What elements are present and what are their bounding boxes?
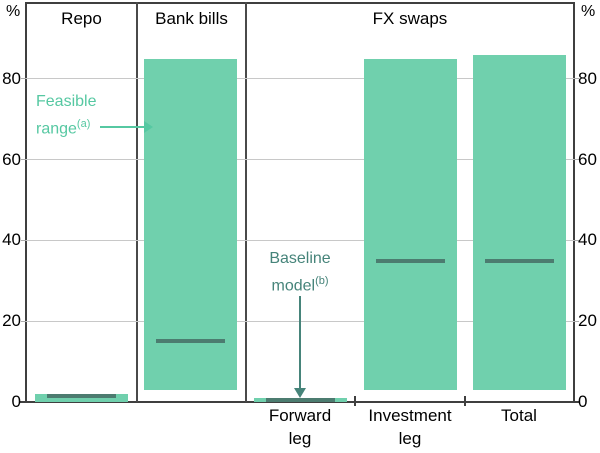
x-category-line1: Total bbox=[501, 406, 537, 425]
feasible-range-bar-forward-leg bbox=[253, 397, 347, 402]
feasible-range-bar-total bbox=[473, 54, 566, 390]
x-category-line2: leg bbox=[398, 429, 422, 448]
footnote-marker-b: (b) bbox=[315, 275, 329, 287]
y-axis-outer-tick bbox=[574, 239, 579, 241]
y-tick-label-right: 40 bbox=[578, 230, 597, 250]
y-tick-label-right: 20 bbox=[578, 311, 597, 331]
y-tick-label-left: 80 bbox=[2, 68, 21, 88]
annotation-line1: Feasible bbox=[36, 93, 97, 110]
y-axis-line-left bbox=[25, 2, 27, 403]
x-axis-tick bbox=[464, 396, 466, 406]
annotation-line1: Baseline bbox=[269, 250, 331, 267]
y-tick-label-right: 80 bbox=[578, 68, 597, 88]
y-axis-line-right bbox=[573, 2, 575, 403]
baseline-model-dash bbox=[155, 339, 225, 344]
panel-header-repo: Repo bbox=[61, 9, 102, 28]
y-tick-label-left: 20 bbox=[2, 311, 21, 331]
panel-divider bbox=[245, 2, 247, 402]
y-axis-outer-tick bbox=[574, 159, 579, 161]
y-tick-label-right: 0 bbox=[578, 392, 588, 411]
y-axis-outer-tick bbox=[21, 78, 26, 80]
y-tick-label-left: 60 bbox=[2, 149, 21, 169]
baseline-model-dash bbox=[47, 393, 116, 398]
gridline bbox=[26, 159, 574, 161]
x-category-line1: Forward bbox=[268, 406, 332, 425]
feasible-range-arrow-line bbox=[100, 126, 144, 128]
panel-header-fx-swaps: FX swaps bbox=[372, 9, 448, 28]
y-axis-unit-left: % bbox=[6, 3, 21, 20]
x-category-label-investment-leg: Investment leg bbox=[350, 404, 470, 450]
gridline bbox=[26, 239, 574, 241]
y-axis-outer-tick bbox=[574, 78, 579, 80]
feasible-range-bar-investment-leg bbox=[363, 58, 457, 390]
baseline-model-dash bbox=[485, 258, 554, 263]
annotation-line2: range(a) bbox=[36, 118, 91, 138]
y-tick-label-right: 60 bbox=[578, 149, 597, 169]
plot-frame-top bbox=[26, 2, 574, 4]
x-category-label-forward-leg: Forward leg bbox=[240, 404, 360, 450]
x-category-line2: leg bbox=[288, 429, 312, 448]
y-axis-unit-right: % bbox=[581, 3, 596, 20]
feasible-range-bar-repo bbox=[35, 393, 128, 402]
x-axis-line bbox=[20, 401, 580, 403]
annotation-line2: model(b) bbox=[271, 275, 329, 295]
gridline bbox=[26, 78, 574, 80]
panel-header-bank-bills: Bank bills bbox=[155, 9, 228, 28]
y-tick-label-left: 40 bbox=[2, 230, 21, 250]
baseline-model-dash bbox=[265, 397, 335, 402]
feasible-range-bar-bank-bills bbox=[143, 58, 237, 390]
y-axis-outer-tick bbox=[21, 159, 26, 161]
baseline-model-arrow-head bbox=[294, 388, 306, 398]
y-axis-outer-tick bbox=[21, 239, 26, 241]
y-axis-outer-tick bbox=[574, 320, 579, 322]
footnote-marker-a: (a) bbox=[76, 118, 91, 130]
x-category-line1: Investment bbox=[368, 406, 452, 425]
baseline-model-dash bbox=[375, 258, 445, 263]
x-category-label-total: Total bbox=[459, 404, 579, 427]
baseline-model-arrow-line bbox=[299, 296, 301, 389]
feasible-range-annotation: Feasible range(a) bbox=[36, 91, 96, 140]
x-axis-tick bbox=[354, 396, 356, 406]
y-axis-outer-tick bbox=[21, 320, 26, 322]
panel-divider bbox=[136, 2, 138, 402]
feasible-range-arrow-head bbox=[144, 121, 153, 133]
baseline-model-annotation: Baseline model(b) bbox=[235, 248, 365, 297]
y-tick-label-left: 0 bbox=[11, 392, 21, 411]
